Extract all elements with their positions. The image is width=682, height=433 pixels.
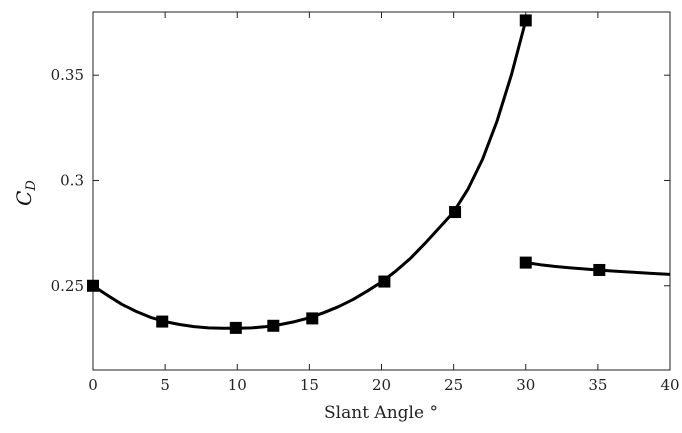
x-tick-label: 15 [300,376,319,394]
x-axis: 0 5 10 15 20 25 30 35 40 [88,12,680,394]
x-tick-label: 30 [516,376,535,394]
y-axis-label-sub: D [24,180,39,192]
series-1-marker [449,206,462,219]
series-2-marker [593,263,606,276]
series-1-line [92,20,528,330]
series-1-marker [229,321,242,334]
series-layer [87,14,671,334]
series-1-marker [378,275,391,288]
x-tick-label: 20 [372,376,391,394]
x-tick-label: 35 [588,376,607,394]
series-1-marker [267,319,280,332]
x-tick-label: 25 [444,376,463,394]
x-tick-label: 40 [660,376,679,394]
x-tick-label: 10 [228,376,247,394]
y-tick-label: 0.3 [60,171,84,189]
y-axis: 0.25 0.3 0.35 [51,66,670,295]
series-2-marker [519,256,532,269]
y-tick-label: 0.35 [51,66,84,84]
x-axis-label: Slant Angle ° [324,403,438,423]
series-1-marker [87,279,99,292]
series-1-marker [519,14,532,27]
series-1-marker [156,315,169,328]
y-axis-label-main: C [12,191,36,206]
x-tick-label: 5 [160,376,170,394]
y-tick-label: 0.25 [51,277,84,295]
y-axis-label: CD [12,180,39,206]
plot-frame [92,11,671,371]
x-tick-label: 0 [88,376,98,394]
series-1-marker [306,312,319,325]
